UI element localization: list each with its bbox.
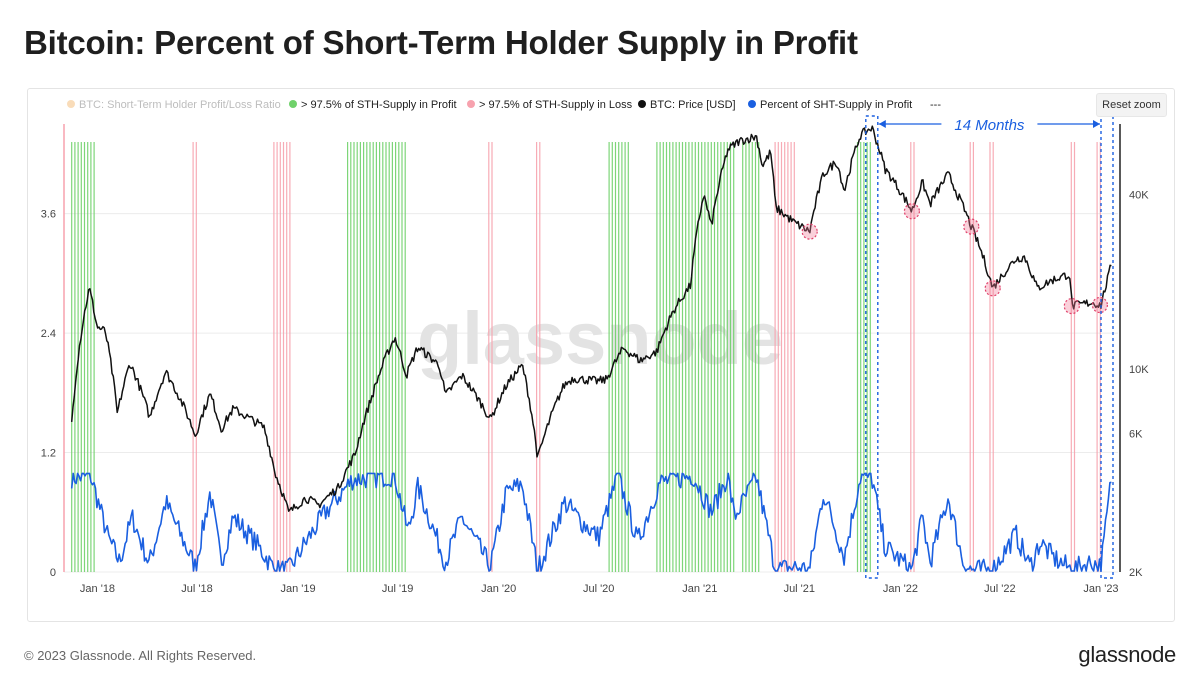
x-tick-label: Jul '21 bbox=[784, 583, 815, 595]
annotation-arrowhead bbox=[1093, 120, 1101, 128]
y-right-tick-label: 2K bbox=[1129, 567, 1143, 579]
legend-item[interactable]: BTC: Price [USD] bbox=[638, 99, 736, 111]
sth-profit-line bbox=[70, 472, 1112, 572]
highlight-circle bbox=[1063, 298, 1080, 315]
annotation-label-bg bbox=[941, 114, 1038, 134]
legend-marker bbox=[638, 100, 646, 108]
x-tick-label: Jan '23 bbox=[1083, 583, 1118, 595]
legend: BTC: Short-Term Holder Profit/Loss Ratio… bbox=[67, 99, 941, 111]
grid-lines bbox=[64, 213, 1118, 573]
y-left-tick-label: 1.2 bbox=[41, 448, 56, 460]
legend-label: --- bbox=[930, 99, 941, 111]
legend-item[interactable]: Percent of SHT-Supply in Profit bbox=[748, 99, 912, 111]
legend-label: BTC: Short-Term Holder Profit/Loss Ratio bbox=[79, 99, 281, 111]
legend-marker bbox=[289, 100, 297, 108]
y-right-tick-label: 40K bbox=[1129, 190, 1149, 202]
reset-zoom-button[interactable]: Reset zoom bbox=[1096, 93, 1167, 117]
legend-marker bbox=[748, 100, 756, 108]
highlight-circle bbox=[801, 223, 818, 240]
x-tick-label: Jan '22 bbox=[883, 583, 918, 595]
page-title: Bitcoin: Percent of Short-Term Holder Su… bbox=[24, 24, 858, 61]
highlight-circle bbox=[963, 218, 980, 235]
highlight-circle bbox=[1091, 296, 1109, 314]
annotation-box bbox=[865, 115, 879, 579]
y-right-tick-label: 6K bbox=[1129, 429, 1143, 441]
watermark: glassnode bbox=[417, 297, 783, 380]
annotation-label: 14 Months bbox=[954, 117, 1025, 134]
legend-label: BTC: Price [USD] bbox=[650, 99, 736, 111]
y-left-tick-label: 0 bbox=[50, 567, 56, 579]
x-tick-label: Jan '18 bbox=[80, 583, 115, 595]
x-tick-label: Jul '18 bbox=[181, 583, 212, 595]
x-tick-label: Jan '20 bbox=[481, 583, 516, 595]
legend-item[interactable]: > 97.5% of STH-Supply in Loss bbox=[467, 99, 633, 111]
legend-item[interactable]: > 97.5% of STH-Supply in Profit bbox=[289, 99, 457, 111]
axes: Jan '18 Jul '18 Jan '19 Jul '19 Jan '20 Jul '… bbox=[41, 124, 1149, 595]
x-tick-label: Jul '19 bbox=[382, 583, 413, 595]
y-left-tick-label: 3.6 bbox=[41, 209, 56, 221]
legend-label: Percent of SHT-Supply in Profit bbox=[760, 99, 912, 111]
legend-marker bbox=[467, 100, 475, 108]
btc-price-line bbox=[70, 125, 1112, 512]
legend-label: > 97.5% of STH-Supply in Profit bbox=[301, 99, 457, 111]
months-annotation: 14 Months bbox=[865, 114, 1114, 579]
legend-label: > 97.5% of STH-Supply in Loss bbox=[479, 99, 633, 111]
legend-item[interactable]: BTC: Short-Term Holder Profit/Loss Ratio bbox=[67, 99, 281, 111]
highlight-circles bbox=[801, 203, 1109, 315]
x-tick-label: Jan '21 bbox=[682, 583, 717, 595]
highlight-circle bbox=[903, 203, 921, 220]
y-left-tick-label: 2.4 bbox=[41, 328, 56, 340]
x-tick-label: Jul '20 bbox=[583, 583, 614, 595]
series-sth-profit-pct bbox=[70, 472, 1112, 572]
legend-item[interactable]: --- bbox=[930, 99, 941, 111]
annotation-arrowhead bbox=[878, 120, 886, 128]
x-tick-label: Jul '22 bbox=[984, 583, 1015, 595]
legend-marker bbox=[67, 100, 75, 108]
series-btc-price bbox=[70, 125, 1112, 512]
highlight-circle bbox=[984, 280, 1001, 297]
copyright-text: © 2023 Glassnode. All Rights Reserved. bbox=[24, 648, 257, 663]
glassnode-logo: glassnode bbox=[1078, 642, 1176, 667]
y-right-tick-label: 10K bbox=[1129, 364, 1149, 376]
x-tick-label: Jan '19 bbox=[281, 583, 316, 595]
